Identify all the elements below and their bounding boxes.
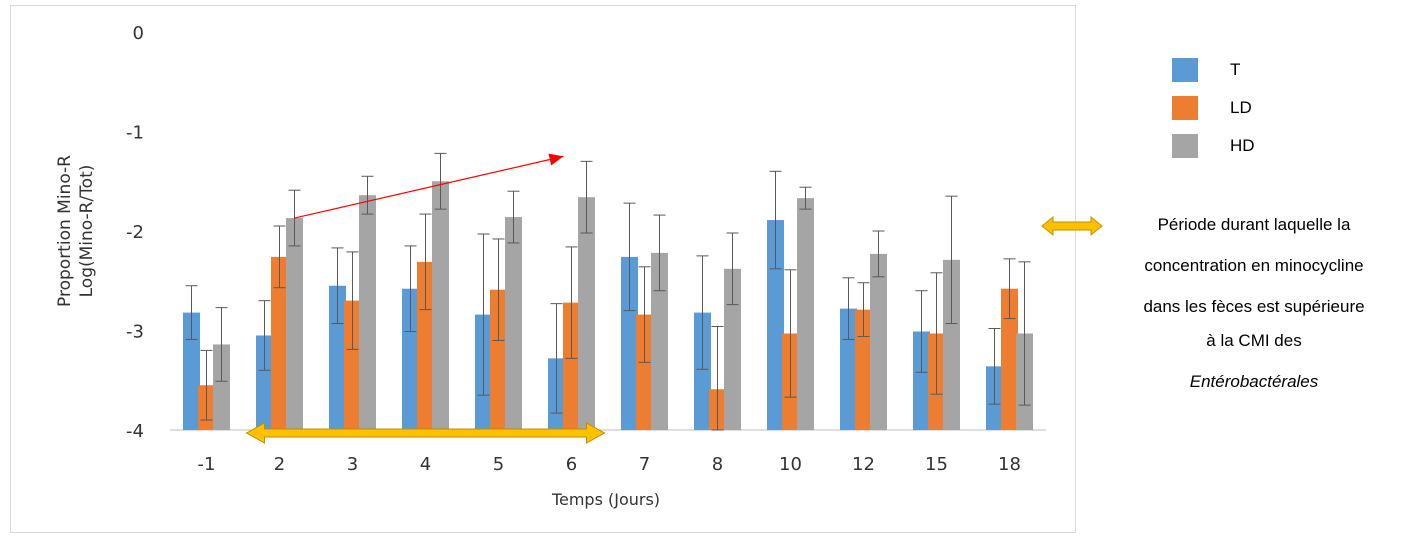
x-tick-label: 2 <box>274 454 285 475</box>
bar-hd-2 <box>286 218 303 430</box>
bar-hd-4 <box>432 181 449 430</box>
bar-t-10 <box>767 220 784 430</box>
x-tick-label: 18 <box>998 454 1021 475</box>
period-arrow <box>245 422 606 444</box>
bar-ld-7 <box>636 314 653 430</box>
bar-hd-10 <box>797 198 814 430</box>
chart-frame <box>10 5 1076 533</box>
bar-ld-5 <box>490 289 507 430</box>
bar-hd-3 <box>359 195 376 430</box>
x-tick-label: 12 <box>852 454 875 475</box>
note-line-4: à la CMI des <box>1206 331 1302 350</box>
bar-hd-6 <box>578 197 595 430</box>
period-double-arrow-icon <box>1041 215 1103 237</box>
y-tick-label: -3 <box>126 322 144 343</box>
legend-swatch-ld <box>1172 96 1198 120</box>
note-line-3: dans les fèces est supérieure <box>1143 297 1365 316</box>
y-axis-title-line2: Log(Mino-R/Tot) <box>77 165 97 298</box>
bar-t-15 <box>913 331 930 430</box>
x-tick-label: 15 <box>925 454 948 475</box>
legend-label-hd: HD <box>1230 136 1255 155</box>
x-tick-label: -1 <box>198 454 216 475</box>
legend-swatch-t <box>1172 58 1198 82</box>
y-tick-label: -1 <box>126 123 144 144</box>
bar-ld-3 <box>344 300 361 430</box>
trend-arrow-line <box>294 155 564 219</box>
bar-t-7 <box>621 256 638 430</box>
x-axis-title: Temps (Jours) <box>551 490 660 509</box>
bar-ld-6 <box>563 302 580 430</box>
note-line-1: Période durant laquelle la <box>1157 215 1351 234</box>
x-tick-label: 3 <box>347 454 358 475</box>
legend-label-ld: LD <box>1230 98 1252 117</box>
bar-t-3 <box>329 285 346 430</box>
bar-t-2 <box>256 335 273 430</box>
trend-arrow-head <box>548 153 564 166</box>
note-line-2: concentration en minocycline <box>1144 256 1364 275</box>
bar-hd-5 <box>505 217 522 430</box>
x-tick-label: 5 <box>493 454 504 475</box>
x-tick-label: 4 <box>420 454 431 475</box>
note-line-italic: Entérobactérales <box>1189 372 1319 391</box>
bar-hd-15 <box>943 259 960 430</box>
bar-t-8 <box>694 312 711 430</box>
bar-t-4 <box>402 288 419 430</box>
bar-hd-12 <box>870 253 887 430</box>
bar-hd-8 <box>724 268 741 430</box>
x-tick-label: 7 <box>639 454 650 475</box>
x-tick-label: 10 <box>779 454 802 475</box>
bar-ld-12 <box>855 309 872 430</box>
bar-hd-7 <box>651 252 668 430</box>
bar-t--1 <box>183 312 200 430</box>
y-tick-label: -4 <box>126 421 144 442</box>
x-tick-label: 6 <box>566 454 577 475</box>
bar-hd--1 <box>213 344 230 430</box>
bar-ld-18 <box>1001 288 1018 430</box>
x-tick-label: 8 <box>712 454 723 475</box>
bar-ld-4 <box>417 261 434 430</box>
legend-label-t: T <box>1230 60 1241 79</box>
legend-item-t: T <box>1172 58 1240 82</box>
legend-item-hd: HD <box>1172 134 1255 158</box>
y-tick-label: -2 <box>126 222 144 243</box>
y-tick-label: 0 <box>133 23 144 44</box>
legend-item-ld: LD <box>1172 96 1252 120</box>
legend-swatch-hd <box>1172 134 1198 158</box>
y-axis-title-line1: Proportion Mino-R <box>55 155 75 307</box>
bar-ld-2 <box>271 256 288 430</box>
